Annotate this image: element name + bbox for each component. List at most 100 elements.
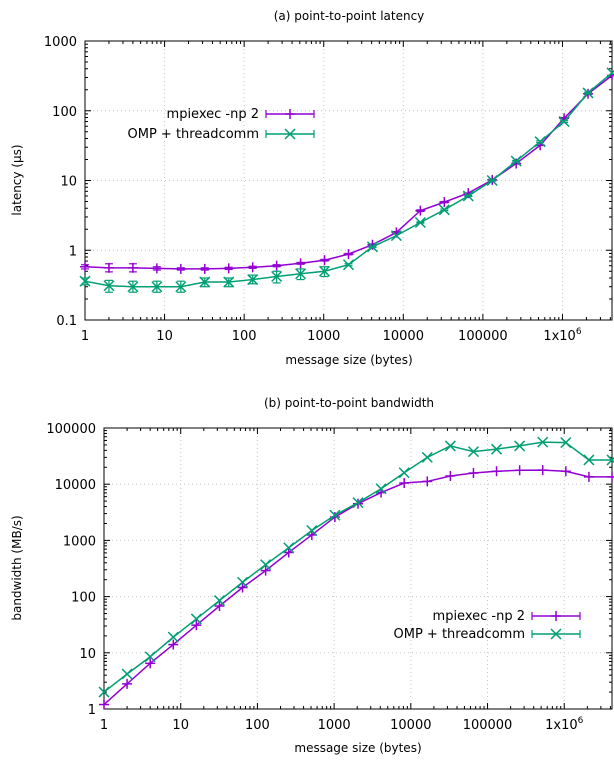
x-axis-label: message size (bytes) [294, 741, 421, 755]
data-point [121, 668, 133, 680]
data-point [214, 601, 225, 612]
x-tick-label: 1 [100, 718, 108, 733]
y-tick-label: 10 [79, 647, 96, 662]
x-tick-label: 1x106 [545, 716, 584, 733]
chart-bandwidth: (b) point-to-point bandwidth 1 10 100 1000 1… [10, 396, 614, 755]
data-point [606, 67, 614, 79]
data-point [319, 265, 331, 277]
data-point [191, 620, 202, 631]
data-point [366, 241, 378, 253]
y-tick-label: 1000 [44, 35, 77, 50]
data-point [283, 542, 295, 554]
plot-frame [84, 40, 613, 321]
legend: mpiexec -np 2 OMP + threadcomm [128, 107, 315, 142]
data-point [537, 465, 548, 476]
data-point [534, 136, 546, 148]
data-point [510, 155, 522, 167]
data-point [167, 631, 179, 643]
x-axis-ticks: 1 10 100 1000 10000 100000 1x106 [81, 41, 611, 344]
data-point [439, 197, 450, 208]
y-tick-label: 100 [52, 105, 77, 120]
chart-title: (a) point-to-point latency [274, 9, 425, 23]
data-point [537, 436, 549, 448]
data-point [168, 639, 179, 650]
series-group [98, 436, 614, 710]
data-point [486, 174, 498, 187]
x-tick-label-exponent: 6 [578, 716, 584, 726]
x-tick-label: 10 [172, 718, 189, 733]
series-mpiexec-np-2 [80, 70, 614, 274]
data-point [98, 686, 110, 698]
data-point [237, 582, 248, 593]
data-point [514, 440, 526, 452]
y-tick-label: 0.1 [56, 314, 77, 329]
data-point [247, 262, 258, 273]
data-point [127, 281, 139, 293]
legend-swatch-omp [265, 128, 315, 140]
legend-marker [551, 611, 561, 621]
legend-label-mpiexec: mpiexec -np 2 [167, 107, 259, 122]
x-tick-label-exponent: 6 [576, 327, 582, 337]
y-tick-label: 100000 [46, 422, 96, 437]
data-point [223, 263, 234, 274]
x-tick-label: 100 [232, 329, 257, 344]
x-axis-label: message size (bytes) [285, 353, 412, 367]
data-point [390, 230, 402, 242]
data-point [352, 497, 364, 509]
grid [84, 40, 612, 321]
x-tick-label: 10 [156, 329, 173, 344]
y-tick-label: 1 [88, 703, 96, 718]
data-point [445, 470, 456, 481]
data-point [144, 651, 156, 663]
x-tick-label: 1000 [318, 718, 351, 733]
series-mpiexec-np-2 [99, 465, 614, 710]
x-tick-label: 10000 [383, 329, 424, 344]
x-tick-label: 1000 [307, 329, 340, 344]
x-tick-label: 10000 [390, 718, 431, 733]
series-omp-threadcomm [98, 436, 614, 698]
data-point [260, 559, 272, 571]
data-point [247, 274, 259, 286]
data-point [421, 451, 433, 463]
data-point [560, 466, 571, 477]
data-point [271, 260, 282, 271]
series-group [79, 67, 614, 293]
data-point [295, 258, 306, 269]
data-point [438, 204, 450, 216]
data-point [103, 280, 115, 292]
series-omp-threadcomm [79, 67, 614, 293]
data-point [199, 263, 210, 274]
data-point [306, 529, 317, 540]
data-point [127, 262, 138, 273]
series-line-mpiexec-np-2 [84, 74, 613, 270]
data-point [583, 471, 594, 482]
data-point [99, 699, 109, 710]
y-tick-label: 1 [69, 244, 77, 259]
data-point [199, 276, 211, 288]
data-point [467, 446, 479, 458]
legend-swatch-omp [531, 628, 581, 640]
data-point [422, 476, 433, 487]
data-point [444, 440, 456, 452]
data-point [342, 259, 355, 271]
y-tick-label: 1000 [63, 534, 96, 549]
data-point [399, 478, 410, 489]
data-point [343, 249, 354, 260]
x-tick-label: 100000 [458, 329, 508, 344]
legend-swatch-mpiexec [265, 109, 315, 119]
data-point [175, 263, 186, 274]
data-point [582, 87, 594, 99]
x-tick-label: 100 [245, 718, 270, 733]
data-point [514, 465, 525, 476]
legend-swatch-mpiexec [531, 611, 581, 621]
series-line-omp-threadcomm [103, 441, 612, 693]
data-point [151, 263, 162, 274]
y-axis-ticks: 1 10 100 1000 10000 100000 [46, 422, 612, 718]
y-tick-label: 10000 [55, 478, 96, 493]
chart-title: (b) point-to-point bandwidth [264, 396, 434, 410]
legend-marker [285, 109, 295, 119]
data-point [283, 547, 294, 558]
y-axis-label: latency (µs) [10, 144, 24, 215]
data-point [175, 281, 187, 293]
